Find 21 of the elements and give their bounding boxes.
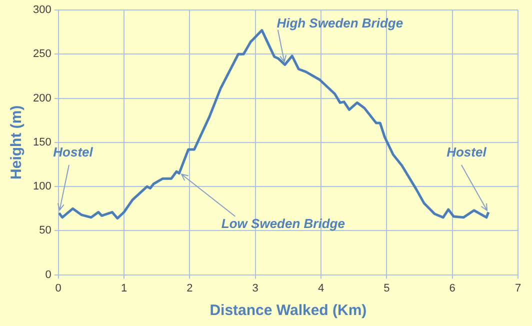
- y-tick-label: 250: [32, 48, 52, 60]
- x-tick-label: 0: [55, 282, 62, 294]
- y-tick-label: 200: [32, 92, 52, 104]
- y-tick-label: 100: [32, 180, 52, 193]
- x-tick-label: 5: [384, 282, 390, 294]
- x-axis-title: Distance Walked (Km): [210, 302, 367, 320]
- x-tick-label: 1: [120, 282, 128, 294]
- y-tick-label: 0: [45, 268, 52, 281]
- annotation: Hostel: [446, 144, 487, 160]
- y-tick-label: 50: [39, 224, 52, 237]
- y-tick-label: 150: [32, 136, 52, 148]
- y-tick-label: 300: [32, 4, 52, 16]
- x-tick-label: 4: [318, 282, 324, 294]
- annotation: Low Sweden Bridge: [221, 216, 345, 231]
- x-tick-label: 3: [252, 282, 258, 294]
- x-tick-label: 6: [449, 282, 456, 294]
- x-tick-label: 7: [514, 282, 522, 294]
- x-tick-label: 2: [186, 282, 193, 294]
- annotation: High Sweden Bridge: [276, 15, 404, 30]
- annotation: Hostel: [53, 144, 94, 160]
- y-axis-title: Height (m): [8, 105, 26, 180]
